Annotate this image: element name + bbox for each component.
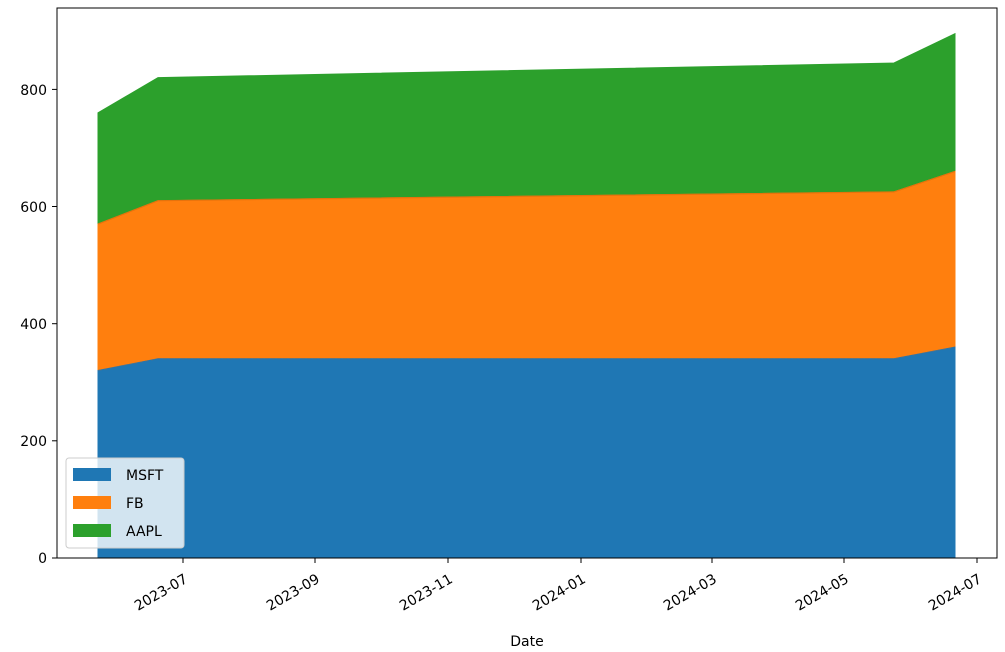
plot-area — [97, 32, 956, 559]
legend-label-msft: MSFT — [126, 468, 164, 484]
area-fb — [97, 170, 956, 372]
y-axis: 0 200 400 600 800 — [20, 83, 57, 567]
axes-frame — [56, 7, 998, 559]
legend-swatch-fb — [73, 496, 111, 509]
y-tick-label: 800 — [20, 83, 47, 99]
legend-swatch-aapl — [73, 524, 111, 537]
legend: MSFT FB AAPL — [65, 457, 185, 549]
x-axis-label: Date — [510, 634, 543, 650]
legend-label-fb: FB — [126, 496, 144, 512]
fb-boundary-line — [97, 170, 956, 225]
msft-boundary-line — [97, 346, 956, 371]
y-tick-label: 200 — [20, 434, 47, 450]
y-tick-label: 0 — [38, 551, 47, 567]
y-tick-label: 400 — [20, 317, 47, 333]
y-tick-label: 600 — [20, 200, 47, 216]
legend-swatch-msft — [73, 468, 111, 481]
area-msft — [97, 346, 956, 559]
legend-label-aapl: AAPL — [126, 524, 162, 540]
